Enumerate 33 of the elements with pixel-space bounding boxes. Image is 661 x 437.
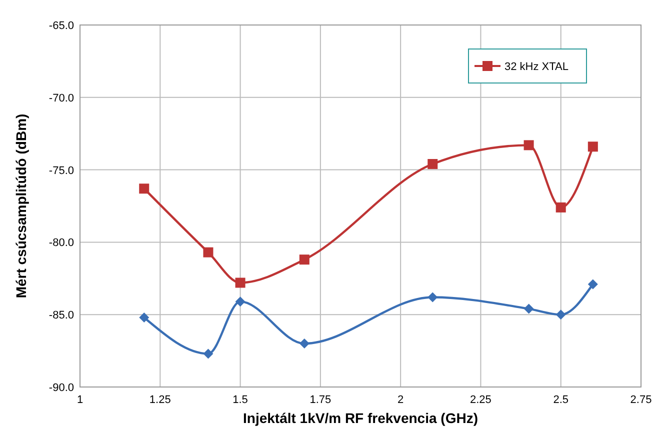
x-axis-title: Injektált 1kV/m RF frekvencia (GHz)	[243, 410, 478, 426]
point	[524, 140, 534, 150]
x-tick-label: 1.25	[149, 394, 171, 406]
point	[588, 279, 598, 290]
x-tick-label: 2.75	[630, 394, 652, 406]
legend-label: 32 kHz XTAL	[504, 61, 569, 73]
point	[299, 254, 310, 265]
point	[139, 312, 150, 322]
point	[235, 278, 246, 288]
y-tick-label: -70.0	[48, 92, 74, 104]
point	[299, 338, 310, 349]
point	[203, 247, 214, 258]
y-tick-label: -65.0	[48, 20, 74, 32]
point	[428, 159, 438, 170]
x-tick-label: 2.5	[553, 394, 569, 406]
point	[235, 296, 246, 307]
point	[588, 142, 598, 152]
point	[428, 292, 438, 302]
point	[524, 304, 534, 314]
y-tick-label: -85.0	[48, 310, 74, 322]
point	[556, 310, 566, 320]
y-axis-title: Mért csúcsamplitúdó (dBm)	[13, 114, 29, 298]
x-tick-label: 1.75	[310, 394, 332, 406]
y-tick-label: -90.0	[48, 382, 74, 394]
y-tick-label: -80.0	[48, 237, 74, 250]
point	[139, 184, 150, 194]
x-tick-label: 2	[398, 394, 404, 406]
x-tick-label: 2.25	[470, 394, 492, 406]
point	[556, 202, 566, 212]
point	[203, 348, 214, 359]
x-tick-label: 1	[76, 394, 84, 406]
y-tick-label: -75.0	[48, 164, 74, 177]
x-tick-label: 1.5	[232, 394, 248, 406]
